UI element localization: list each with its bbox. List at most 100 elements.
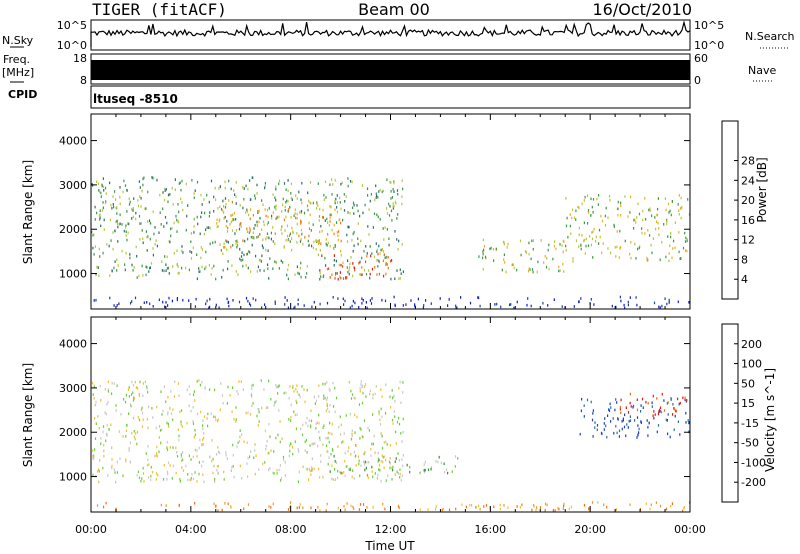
data-cell: [231, 264, 233, 267]
data-cell: [94, 403, 96, 407]
data-cell: [146, 387, 148, 390]
data-cell: [174, 188, 176, 191]
data-cell: [224, 215, 226, 219]
data-cell: [354, 431, 356, 434]
data-cell: [264, 461, 266, 464]
data-cell: [622, 417, 624, 421]
data-cell: [663, 399, 665, 402]
data-cell: [265, 406, 267, 410]
data-cell: [192, 455, 194, 459]
data-cell: [159, 429, 162, 432]
data-cell: [379, 252, 381, 255]
data-cell: [124, 400, 127, 404]
data-cell: [347, 225, 349, 229]
data-cell: [286, 224, 289, 228]
data-cell: [625, 406, 627, 409]
data-cell: [274, 196, 276, 199]
data-cell: [107, 390, 109, 393]
data-cell: [228, 199, 230, 202]
data-cell: [187, 473, 189, 476]
data-cell: [504, 261, 506, 264]
data-cell: [287, 209, 289, 213]
data-cell: [239, 257, 241, 261]
data-cell: [203, 432, 205, 435]
data-cell: [580, 247, 582, 251]
data-cell: [177, 428, 179, 431]
data-cell: [175, 446, 177, 450]
data-cell: [400, 401, 402, 404]
data-cell: [641, 231, 643, 235]
data-cell: [308, 221, 310, 225]
data-cell: [203, 480, 205, 484]
data-cell: [111, 392, 113, 396]
data-cell: [391, 219, 393, 222]
data-cell: [624, 195, 626, 198]
data-cell: [379, 469, 381, 472]
data-cell: [635, 296, 637, 299]
data-cell: [223, 242, 225, 246]
data-cell: [173, 251, 175, 255]
data-cell: [290, 442, 292, 445]
data-cell: [275, 187, 277, 191]
data-cell: [162, 191, 164, 194]
data-cell: [142, 382, 144, 385]
data-cell: [258, 209, 260, 213]
data-cell: [366, 252, 368, 255]
data-cell: [176, 298, 178, 302]
data-cell: [352, 274, 354, 278]
data-cell: [309, 444, 311, 447]
data-cell: [390, 259, 392, 263]
data-cell: [306, 272, 308, 275]
data-cell: [334, 208, 336, 212]
data-cell: [620, 299, 622, 303]
data-cell: [296, 384, 298, 387]
data-cell: [532, 239, 534, 242]
data-cell: [386, 263, 388, 266]
data-cell: [284, 296, 286, 299]
data-cell: [139, 238, 141, 241]
data-cell: [670, 505, 672, 508]
data-cell: [304, 400, 306, 404]
data-cell: [391, 196, 394, 199]
nsearch-tick-high: 10^5: [694, 19, 724, 32]
data-cell: [603, 428, 605, 431]
data-cell: [319, 248, 321, 252]
data-cell: [610, 406, 612, 409]
data-cell: [106, 433, 108, 437]
data-cell: [558, 507, 560, 511]
data-cell: [378, 458, 380, 462]
data-cell: [152, 247, 154, 250]
data-cell: [165, 269, 167, 272]
data-cell: [104, 186, 107, 190]
data-cell: [688, 213, 690, 216]
data-cell: [297, 303, 299, 306]
data-cell: [265, 237, 267, 241]
data-cell: [386, 178, 388, 181]
data-cell: [577, 205, 579, 209]
data-cell: [206, 193, 208, 197]
data-cell: [259, 269, 261, 272]
data-cell: [132, 391, 134, 394]
data-cell: [173, 221, 175, 225]
data-cell: [616, 401, 618, 404]
data-cell: [180, 420, 182, 423]
data-cell: [166, 221, 168, 225]
data-cell: [107, 474, 109, 477]
data-cell: [362, 384, 364, 388]
data-cell: [674, 246, 676, 249]
data-cell: [247, 503, 250, 506]
data-cell: [682, 509, 684, 512]
data-cell: [302, 506, 304, 510]
data-cell: [236, 239, 238, 242]
colorbar-tick-label: 8: [741, 253, 748, 266]
data-cell: [357, 237, 359, 240]
data-cell: [670, 213, 672, 217]
data-cell: [329, 470, 331, 473]
data-cell: [168, 240, 170, 243]
data-cell: [402, 304, 404, 307]
colorbar-tick-label: 12: [741, 234, 755, 247]
data-cell: [630, 256, 632, 260]
data-cell: [377, 473, 379, 477]
data-cell: [289, 206, 291, 209]
data-cell: [150, 262, 153, 265]
